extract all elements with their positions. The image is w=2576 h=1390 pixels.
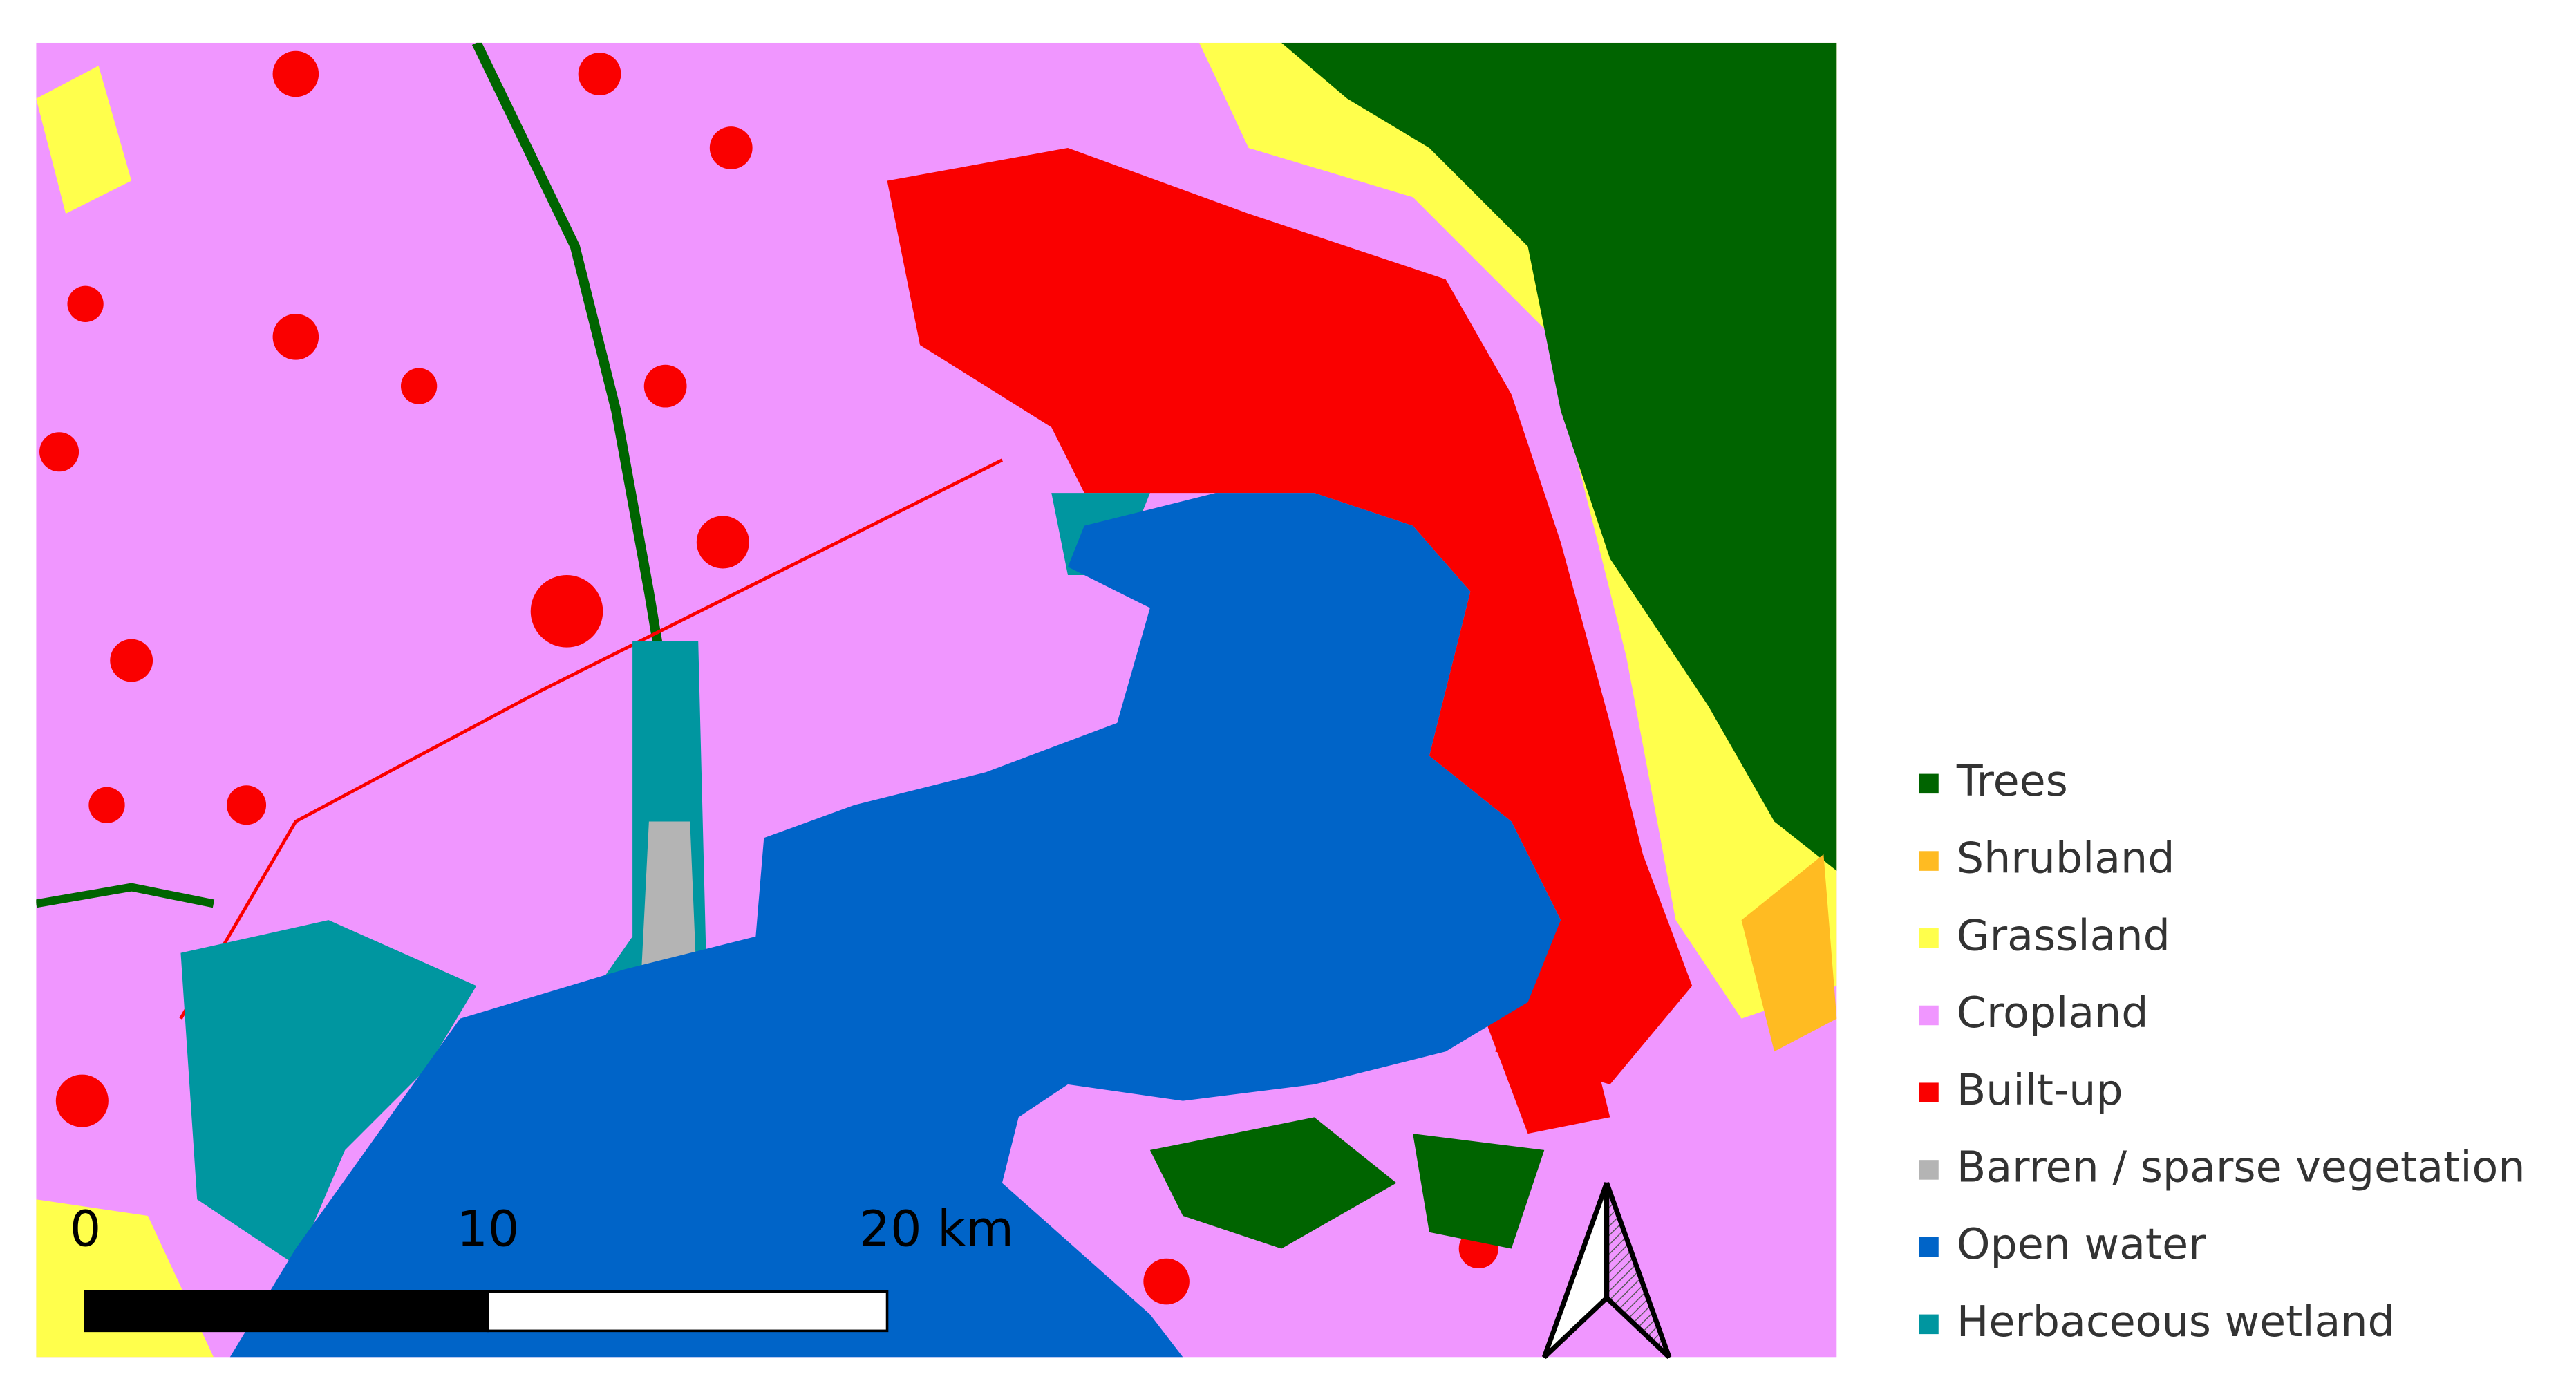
legend-label: Shrubland xyxy=(1957,834,2175,883)
built-up-area xyxy=(1478,986,1610,1134)
village xyxy=(227,785,267,825)
villages xyxy=(39,50,1498,1305)
village xyxy=(67,285,104,322)
open-water xyxy=(229,493,1561,1358)
scale-label: 0 xyxy=(70,1200,101,1257)
village xyxy=(88,787,125,823)
scale-label: 10 xyxy=(457,1200,520,1257)
legend-label: Herbaceous wetland xyxy=(1957,1297,2395,1346)
village xyxy=(272,50,319,97)
legend-swatch xyxy=(1919,851,1939,871)
grassland-area xyxy=(36,66,132,214)
land-cover-map xyxy=(36,42,1837,1358)
village xyxy=(709,126,753,169)
village xyxy=(530,574,603,648)
legend-label: Built-up xyxy=(1957,1065,2123,1115)
trees-area xyxy=(1413,1134,1545,1249)
shrubland-area xyxy=(1741,854,1837,1052)
legend-label: Barren / sparse vegetation xyxy=(1957,1143,2526,1192)
legend-label: Open water xyxy=(1957,1219,2206,1269)
legend-label: Trees xyxy=(1956,756,2068,806)
village xyxy=(55,1074,109,1127)
built-up-area xyxy=(887,147,1693,1084)
north-arrow xyxy=(1541,1182,1672,1359)
village xyxy=(110,639,153,682)
trees-area xyxy=(1149,1117,1397,1249)
village xyxy=(400,368,438,404)
legend-swatch xyxy=(1919,928,1939,948)
scale-bar-segment xyxy=(487,1290,889,1333)
village xyxy=(272,314,319,360)
wetland-area xyxy=(180,920,477,1266)
scale-bar: 0 10 20 km xyxy=(70,1200,1014,1333)
legend: Trees Shrubland Grassland Cropland Built-up B… xyxy=(1919,756,2525,1346)
legend-swatch xyxy=(1919,1314,1939,1335)
road xyxy=(179,458,1003,1020)
legend-swatch xyxy=(1919,773,1939,794)
legend-label: Grassland xyxy=(1957,910,2170,960)
village xyxy=(1143,1258,1190,1305)
north-arrow-half xyxy=(1604,1182,1672,1359)
village xyxy=(696,516,749,569)
legend-swatch xyxy=(1919,1005,1939,1026)
village xyxy=(578,53,621,95)
legend-label: Cropland xyxy=(1957,988,2149,1037)
scale-bar-segment xyxy=(84,1290,489,1333)
legend-swatch xyxy=(1919,1160,1939,1180)
trees-area xyxy=(1281,42,1837,871)
village xyxy=(39,432,79,472)
legend-swatch xyxy=(1919,1237,1939,1257)
village xyxy=(643,364,687,408)
legend-swatch xyxy=(1919,1082,1939,1102)
river xyxy=(36,883,215,908)
scale-label: 20 km xyxy=(859,1200,1014,1257)
